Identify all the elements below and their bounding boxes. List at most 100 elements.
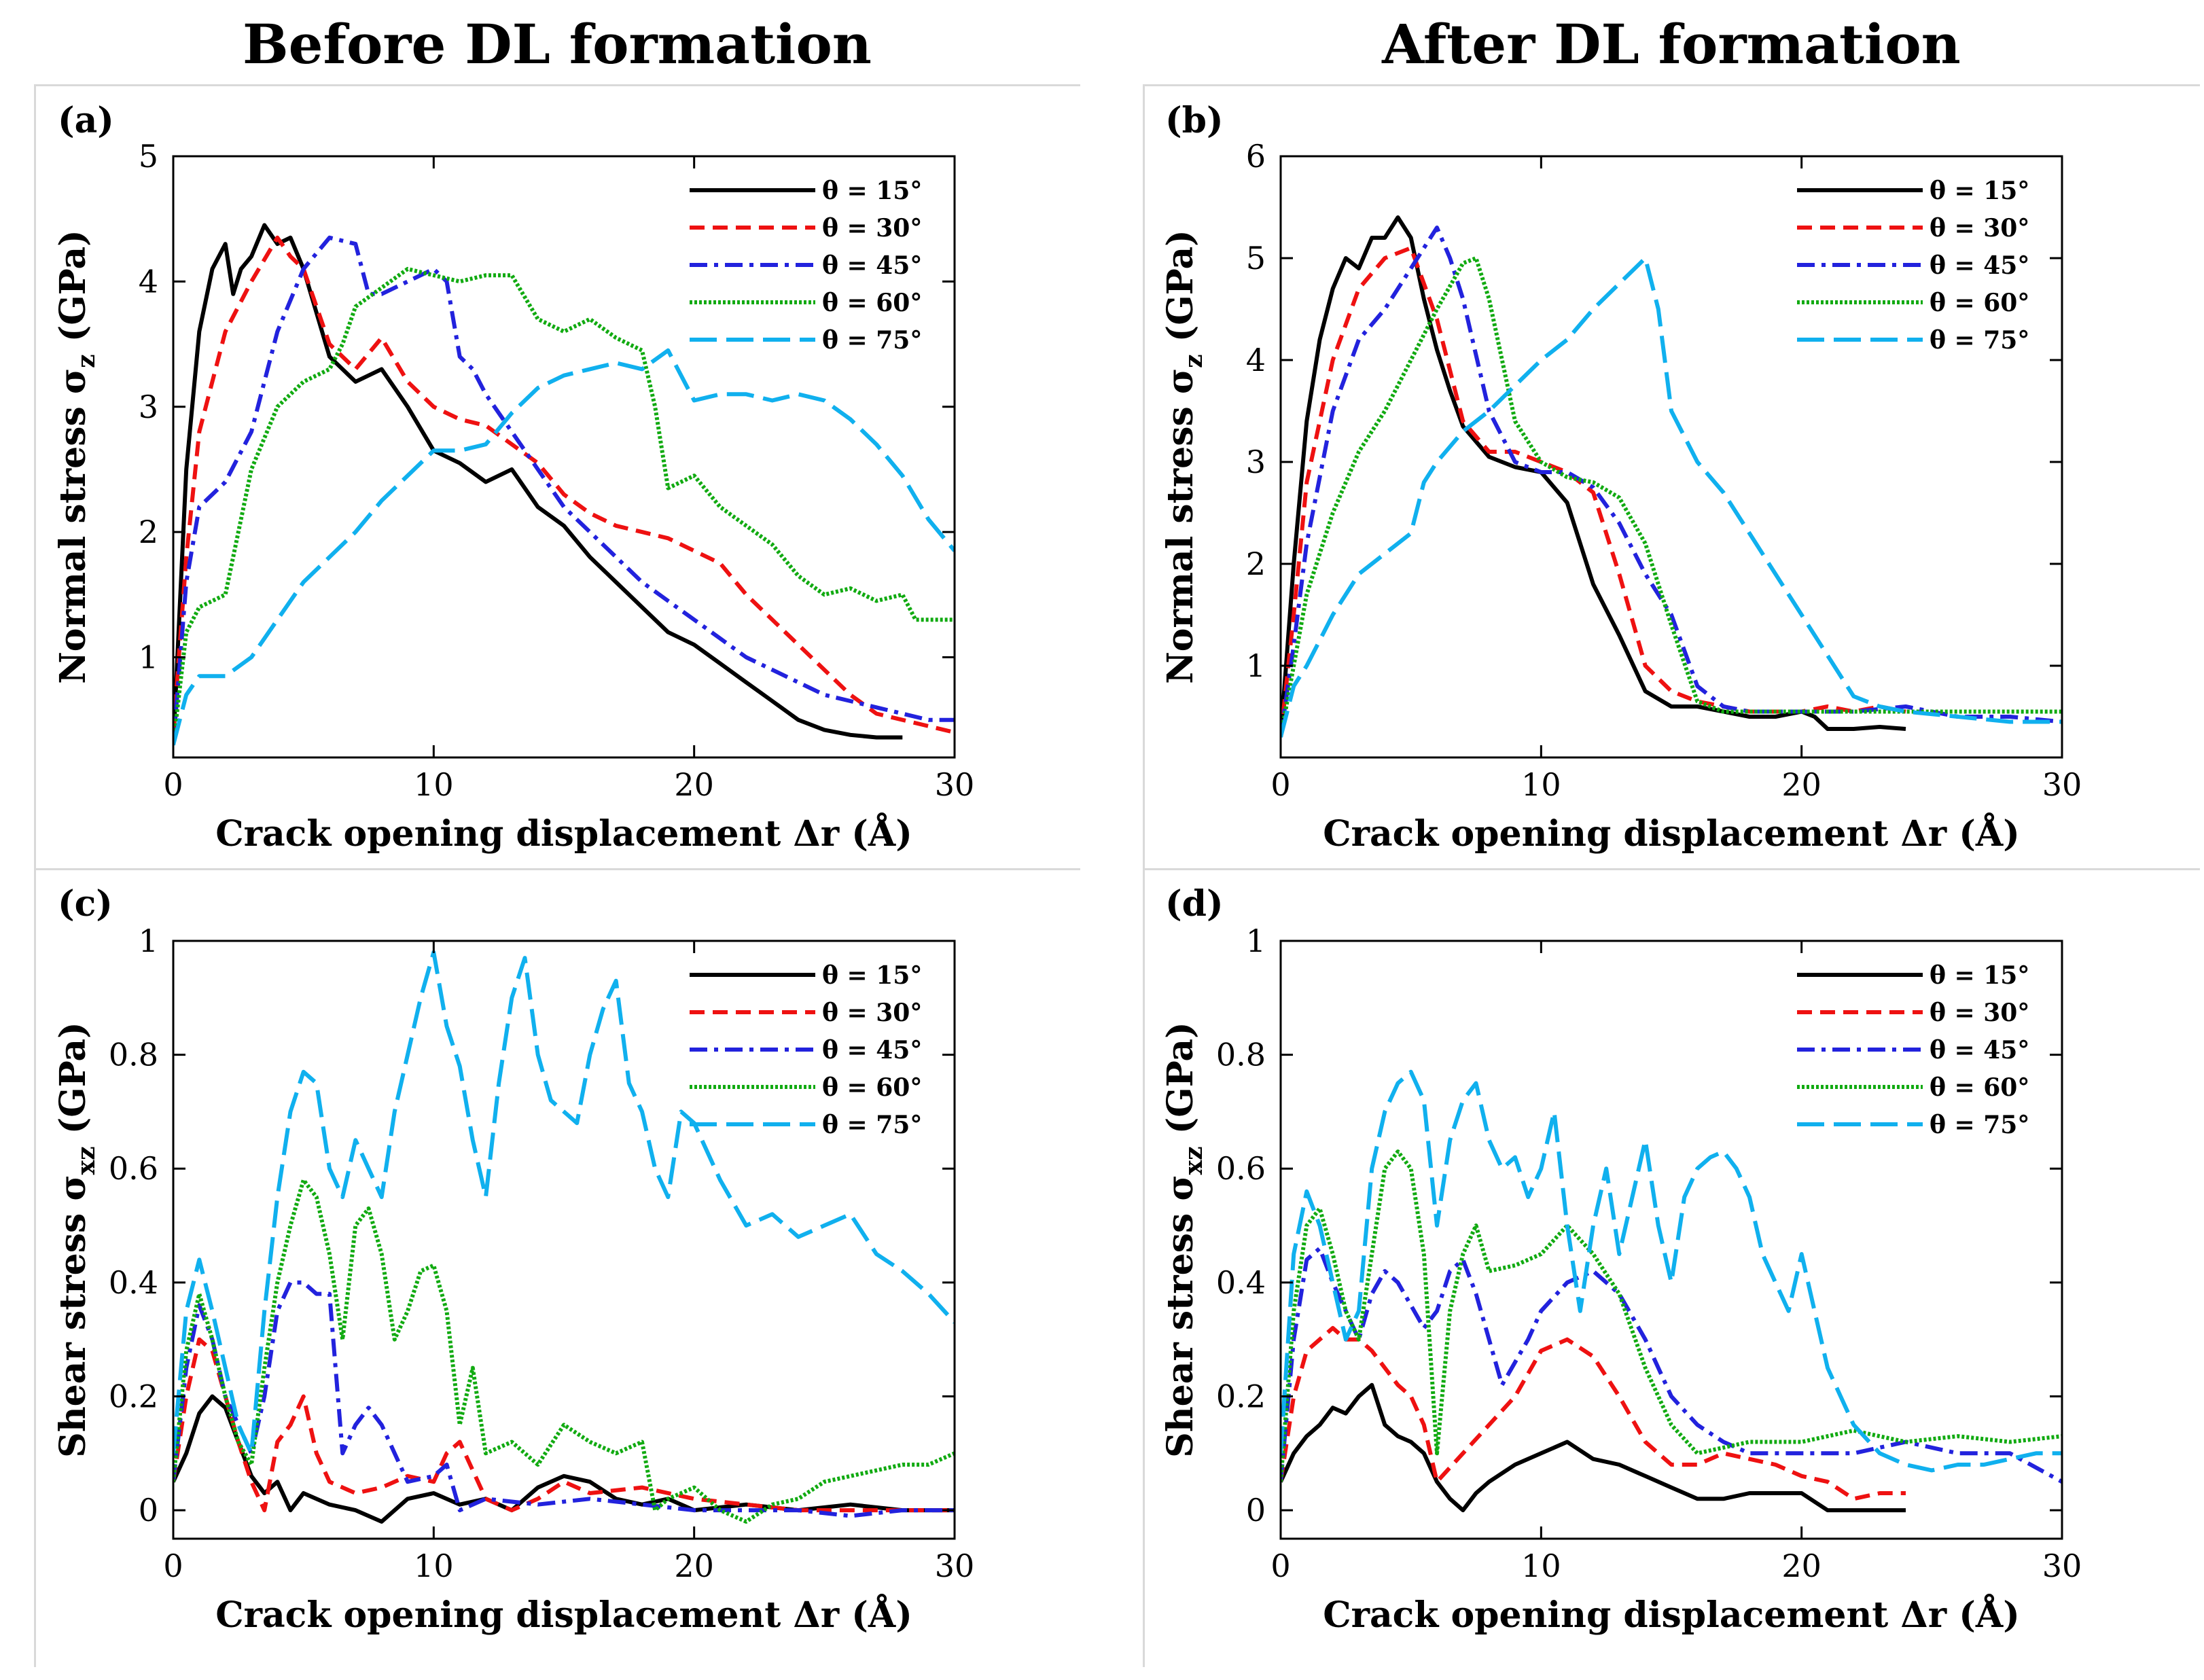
plot-frame-d (1279, 940, 2063, 1540)
x-tick-label-d: 20 (1781, 1548, 1821, 1584)
legend-label-b-theta45: θ = 45° (1930, 251, 2029, 280)
panel-label-b: (b) (1165, 100, 1224, 141)
legend-label-b-theta75: θ = 75° (1930, 326, 2029, 355)
x-axis-label-b: Crack opening displacement Δr (Å) (1323, 812, 2020, 855)
series-line-d-theta30 (1281, 1325, 1906, 1501)
y-tick-label-a: 1 (139, 639, 158, 676)
x-tick-label-b: 10 (1521, 766, 1561, 803)
legend-label-c-theta75: θ = 75° (822, 1111, 922, 1139)
plot-frame-c (172, 940, 956, 1540)
y-tick-label-b: 3 (1246, 444, 1266, 480)
y-axis-label-d: Shear stress σxz (GPa) (1160, 1022, 1208, 1457)
x-tick-label-a: 10 (414, 766, 454, 803)
legend-label-b-theta15: θ = 15° (1930, 177, 2029, 205)
divider-top-left (34, 84, 1080, 86)
y-tick-label-c: 1 (139, 923, 158, 959)
x-tick-label-b: 30 (2042, 766, 2082, 803)
divider-mid-right (1143, 868, 2200, 870)
x-axis-label-c: Crack opening displacement Δr (Å) (215, 1594, 912, 1636)
legend-label-a-theta75: θ = 75° (822, 326, 922, 355)
y-tick-label-a: 3 (139, 389, 158, 425)
series-group-c (173, 950, 955, 1524)
chart-c: (c) 0 10 20 30 0 0.2 0.4 0.6 0.8 1 Crack opening di… (52, 883, 974, 1636)
series-group-b (1281, 215, 2062, 738)
y-axis-label-sub: z (72, 354, 101, 368)
y-tick-label-c: 0.2 (109, 1378, 158, 1414)
y-axis-label-tail: (GPa) (52, 230, 94, 354)
y-tick-label-d: 1 (1246, 923, 1266, 959)
series-line-c-theta60 (173, 1178, 955, 1524)
legend-label-b-theta30: θ = 30° (1930, 214, 2029, 243)
plot-frame-b (1279, 155, 2063, 759)
legend-label-b-theta60: θ = 60° (1930, 289, 2029, 317)
x-tick-label-d: 30 (2042, 1548, 2082, 1584)
y-tick-label-d: 0.8 (1216, 1037, 1266, 1073)
y-axis-label-main: Normal stress σ (1160, 368, 1201, 684)
panel-label-a: (a) (58, 100, 114, 141)
y-axis-label-main: Shear stress σ (1160, 1175, 1201, 1457)
y-tick-label-b: 1 (1246, 647, 1266, 684)
x-axis-label-a: Crack opening displacement Δr (Å) (215, 812, 912, 855)
y-axis-label-a: Normal stress σz (GPa) (52, 230, 101, 684)
series-line-d-theta45 (1281, 1246, 2062, 1484)
chart-b: (b) 0 10 20 30 1 2 3 4 5 6 Crack opening displaceme… (1160, 100, 2082, 855)
x-tick-label-a: 0 (163, 766, 183, 803)
y-tick-label-b: 2 (1246, 546, 1266, 582)
series-line-c-theta45 (173, 1280, 955, 1518)
y-tick-label-a: 5 (139, 138, 158, 175)
series-line-b-theta15 (1281, 215, 1906, 738)
x-tick-label-b: 20 (1781, 766, 1821, 803)
divider-mid-left (34, 868, 1080, 870)
y-tick-label-c: 0.4 (109, 1264, 158, 1301)
series-line-c-theta75 (173, 950, 955, 1456)
y-tick-label-d: 0 (1246, 1492, 1266, 1529)
y-axis-label-main: Normal stress σ (52, 368, 94, 684)
legend-label-a-theta45: θ = 45° (822, 251, 922, 280)
header-after-dl: After DL formation (1382, 12, 1961, 76)
y-axis-label-sub: xz (72, 1146, 101, 1175)
chart-a: (a) 0 10 20 30 1 2 3 4 5 Crack opening displacemen… (52, 100, 974, 855)
y-axis-label-tail: (GPa) (52, 1022, 94, 1146)
series-line-b-theta60 (1281, 256, 2062, 738)
y-tick-label-c: 0.8 (109, 1037, 158, 1073)
y-axis-label-sub: z (1179, 354, 1208, 368)
y-tick-label-a: 4 (139, 263, 158, 300)
y-axis-label-tail: (GPa) (1160, 230, 1201, 354)
x-axis-label-d: Crack opening displacement Δr (Å) (1323, 1594, 2020, 1636)
y-tick-label-c: 0.6 (109, 1150, 158, 1187)
legend-label-a-theta30: θ = 30° (822, 214, 922, 243)
divider-top-right (1143, 84, 2200, 86)
legend-label-c-theta45: θ = 45° (822, 1036, 922, 1065)
y-tick-label-d: 0.6 (1216, 1150, 1266, 1187)
series-line-d-theta15 (1281, 1382, 1906, 1513)
x-tick-label-c: 0 (163, 1548, 183, 1584)
legend-label-d-theta30: θ = 30° (1930, 999, 2029, 1027)
series-line-a-theta45 (173, 235, 955, 745)
series-line-b-theta75 (1281, 256, 2062, 738)
series-line-d-theta60 (1281, 1149, 2062, 1482)
legend-label-d-theta45: θ = 45° (1930, 1036, 2029, 1065)
x-tick-label-c: 10 (414, 1548, 454, 1584)
x-tick-label-d: 0 (1270, 1548, 1290, 1584)
x-tick-label-c: 30 (935, 1548, 975, 1584)
y-axis-label-main: Shear stress σ (52, 1175, 94, 1457)
y-axis-label-sub: xz (1179, 1146, 1208, 1175)
y-tick-label-d: 0.4 (1216, 1264, 1266, 1301)
x-tick-label-c: 20 (674, 1548, 714, 1584)
x-tick-label-b: 0 (1270, 766, 1290, 803)
panel-label-d: (d) (1165, 883, 1224, 925)
x-tick-label-a: 20 (674, 766, 714, 803)
y-tick-label-b: 6 (1246, 138, 1266, 175)
legend-label-c-theta15: θ = 15° (822, 961, 922, 990)
y-tick-label-d: 0.2 (1216, 1378, 1266, 1414)
y-axis-label-c: Shear stress σxz (GPa) (52, 1022, 101, 1457)
y-tick-label-a: 2 (139, 514, 158, 550)
series-group-d (1281, 1069, 2062, 1513)
series-group-a (173, 223, 955, 746)
series-line-d-theta75 (1281, 1069, 2062, 1473)
series-line-a-theta30 (173, 235, 955, 735)
series-line-a-theta75 (173, 348, 955, 746)
y-axis-label-b: Normal stress σz (GPa) (1160, 230, 1208, 684)
legend-label-a-theta15: θ = 15° (822, 177, 922, 205)
